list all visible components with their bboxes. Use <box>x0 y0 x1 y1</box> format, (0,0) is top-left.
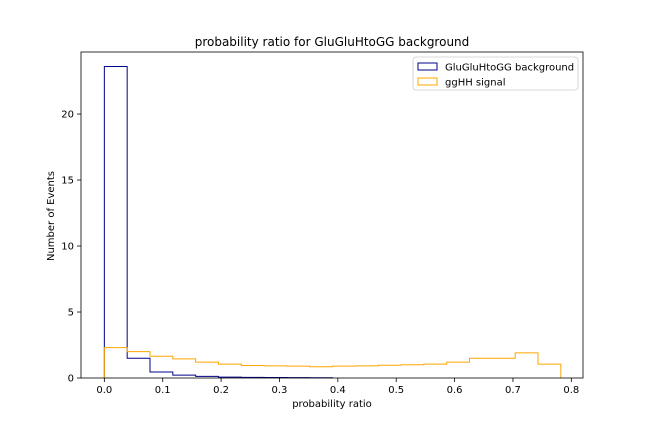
y-tick-label: 20 <box>61 110 74 121</box>
x-axis-label: probability ratio <box>292 399 372 410</box>
y-tick-label: 5 <box>68 308 74 319</box>
x-tick-label: 0.4 <box>330 385 346 396</box>
legend: GluGluHtoGG background ggHH signal <box>412 56 579 91</box>
x-tick-label: 0.1 <box>155 385 171 396</box>
axes-frame <box>80 51 584 379</box>
legend-label: ggHH signal <box>445 78 506 89</box>
legend-swatch <box>417 77 438 86</box>
legend-swatch <box>417 62 438 71</box>
legend-box <box>412 56 579 91</box>
x-axis-ticks: 0.0 0.1 0.2 0.3 0.4 0.5 0.6 0.7 0.8 <box>96 378 579 396</box>
x-tick-label: 0.7 <box>505 385 521 396</box>
x-tick-label: 0.5 <box>388 385 404 396</box>
histogram-series-0 <box>103 66 334 379</box>
y-axis-label: Number of Events <box>46 171 57 261</box>
histogram-series-1 <box>103 347 562 378</box>
x-tick-label: 0.6 <box>447 385 463 396</box>
y-axis-ticks: 0 5 10 15 20 <box>61 110 81 385</box>
chart-title: probability ratio for GluGluHtoGG backgr… <box>195 35 470 49</box>
x-tick-label: 0.0 <box>96 385 112 396</box>
y-tick-label: 0 <box>68 374 74 385</box>
y-tick-label: 10 <box>61 242 74 253</box>
x-tick-label: 0.2 <box>213 385 229 396</box>
y-tick-label: 15 <box>61 176 74 187</box>
x-tick-label: 0.3 <box>272 385 288 396</box>
plot-area <box>80 51 584 379</box>
legend-label: GluGluHtoGG background <box>445 63 574 74</box>
x-tick-label: 0.8 <box>563 385 579 396</box>
